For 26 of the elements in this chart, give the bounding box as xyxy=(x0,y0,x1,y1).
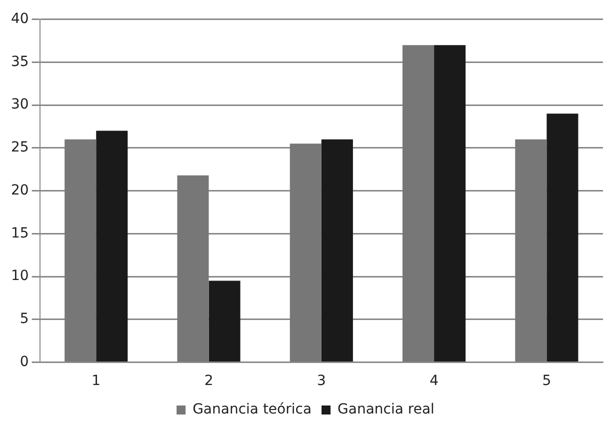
x-tick-label: 4 xyxy=(430,373,439,390)
y-tick-label: 20 xyxy=(10,182,29,198)
bar xyxy=(402,45,434,362)
legend-label: Ganancia real xyxy=(338,402,434,418)
bar xyxy=(208,280,240,362)
bar xyxy=(290,144,322,362)
x-tick-label: 2 xyxy=(204,373,214,390)
y-tick-label: 40 xyxy=(10,11,29,28)
bar xyxy=(546,114,578,362)
y-tick-label: 25 xyxy=(10,140,29,156)
y-tick-label: 0 xyxy=(20,354,29,370)
bar xyxy=(64,139,96,362)
x-tick-label: 3 xyxy=(316,373,326,390)
bar xyxy=(321,139,353,362)
y-tick-label: 5 xyxy=(20,310,29,327)
y-tick-label: 15 xyxy=(10,225,29,242)
x-tick-label: 5 xyxy=(542,373,552,390)
y-tick-label: 10 xyxy=(10,268,29,284)
y-tick-label: 35 xyxy=(10,54,29,70)
bar xyxy=(96,130,128,362)
bar xyxy=(177,175,209,362)
bar xyxy=(434,45,466,362)
x-tick-label: 1 xyxy=(92,373,101,390)
y-tick-label: 30 xyxy=(10,96,29,113)
legend-label: Ganancia teórica xyxy=(192,402,312,418)
bar xyxy=(515,139,547,362)
